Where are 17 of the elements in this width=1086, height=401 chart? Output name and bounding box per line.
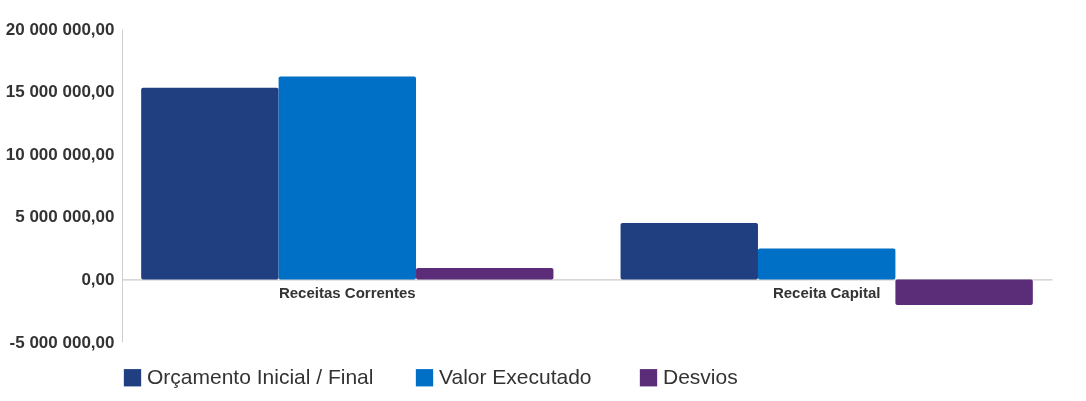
bar — [895, 279, 1033, 306]
bar — [416, 267, 554, 280]
y-tick-label: 10 000 000,00 — [5, 144, 115, 164]
y-tick-label: 5 000 000,00 — [15, 207, 115, 227]
legend-label: Desvios — [663, 364, 738, 388]
bar — [278, 76, 417, 280]
x-tick-label: Receita Capital — [772, 283, 881, 301]
legend-label: Valor Executado — [439, 364, 592, 388]
legend-label: Orçamento Inicial / Final — [147, 364, 374, 388]
y-tick-label: 0,00 — [81, 269, 115, 289]
bar — [620, 223, 758, 280]
y-tick-label: -5 000 000,00 — [9, 332, 115, 352]
x-tick-label: Receitas Correntes — [278, 283, 416, 301]
y-tick-label: 20 000 000,00 — [5, 19, 115, 39]
bar — [141, 87, 279, 280]
y-tick-label: 15 000 000,00 — [5, 82, 115, 102]
bar — [757, 248, 896, 280]
